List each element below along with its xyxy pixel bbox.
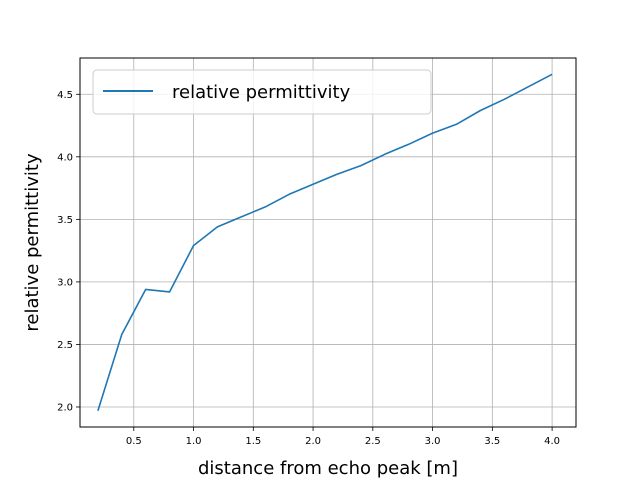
x-tick-label: 1.5 — [245, 436, 261, 447]
y-tick-label: 3.5 — [57, 215, 73, 226]
legend: relative permittivity — [92, 69, 432, 115]
series-layer — [97, 73, 553, 411]
y-axis-title: relative permittivity — [22, 153, 43, 332]
y-axis: 2.0 2.5 3.0 3.5 4.0 4.5 — [57, 90, 80, 413]
y-tick-label: 4.5 — [57, 90, 73, 101]
x-tick-label: 3.5 — [484, 436, 500, 447]
y-tick-label: 4.0 — [57, 152, 73, 163]
y-tick-label: 2.0 — [57, 402, 73, 413]
legend-box — [92, 69, 432, 115]
x-tick-label: 4.0 — [544, 436, 560, 447]
x-axis: 0.5 1.0 1.5 2.0 2.5 3.0 3.5 4.0 — [126, 427, 560, 447]
x-axis-title: distance from echo peak [m] — [198, 458, 458, 479]
x-tick-label: 2.5 — [365, 436, 381, 447]
y-tick-label: 3.0 — [57, 277, 73, 288]
legend-entry-label: relative permittivity — [172, 82, 351, 103]
x-tick-label: 0.5 — [126, 436, 142, 447]
x-tick-label: 3.0 — [425, 436, 441, 447]
x-tick-label: 1.0 — [186, 436, 202, 447]
y-tick-label: 2.5 — [57, 340, 73, 351]
series-line-relative-permittivity — [97, 73, 553, 411]
x-tick-label: 2.0 — [305, 436, 321, 447]
plot-area-frame — [79, 57, 577, 428]
